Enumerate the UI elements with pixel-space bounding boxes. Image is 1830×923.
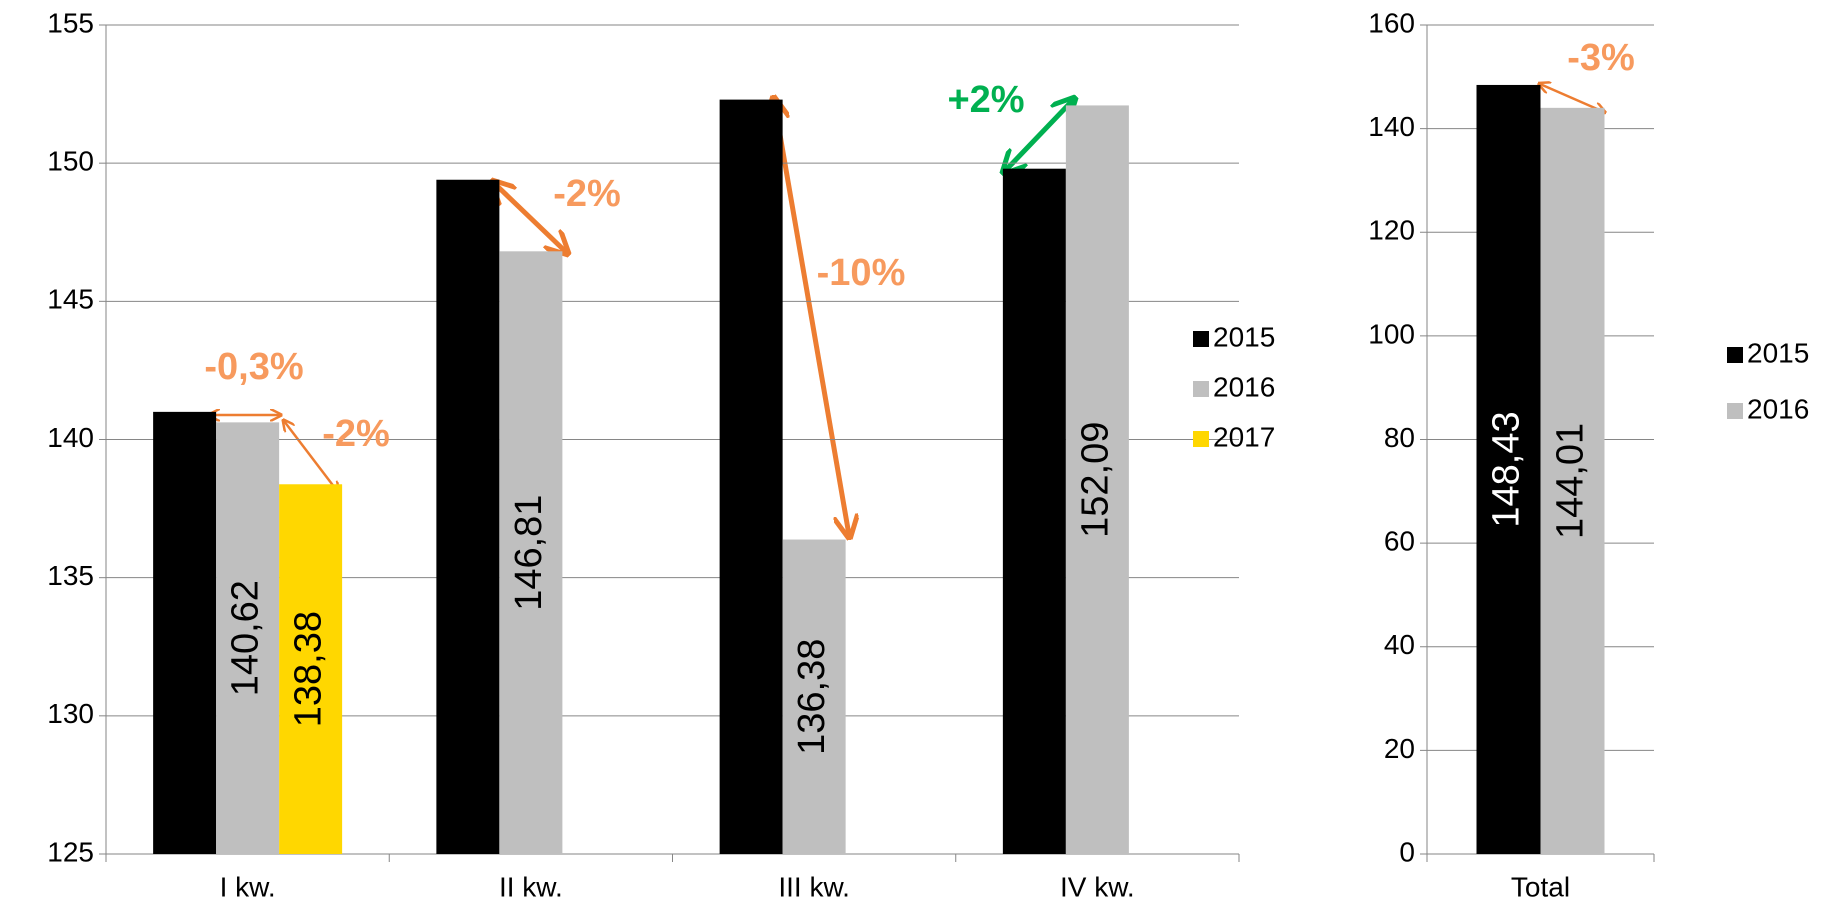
y-tick-label: 135 xyxy=(47,560,94,591)
value-label: 146,81 xyxy=(508,495,550,611)
y-tick-label: 120 xyxy=(1368,215,1415,246)
value-label: 136,38 xyxy=(791,639,833,755)
bar xyxy=(1065,105,1129,854)
value-label: 144,01 xyxy=(1550,423,1592,539)
legend-swatch xyxy=(1727,403,1743,419)
arrow xyxy=(774,100,849,535)
y-tick-label: 0 xyxy=(1399,836,1415,867)
legend-swatch xyxy=(1727,347,1743,363)
legend-label: 2016 xyxy=(1747,393,1809,424)
bar xyxy=(782,539,846,854)
y-tick-label: 155 xyxy=(47,7,94,38)
value-label: 152,09 xyxy=(1074,422,1116,538)
annotation: -2% xyxy=(322,413,390,455)
y-tick-label: 140 xyxy=(1368,111,1415,142)
y-tick-label: 130 xyxy=(47,698,94,729)
bar xyxy=(719,99,783,855)
bar xyxy=(499,251,563,854)
bar xyxy=(436,179,500,854)
legend-swatch xyxy=(1193,331,1209,347)
annotation: -3% xyxy=(1567,37,1635,79)
annotation: -2% xyxy=(553,173,621,215)
value-label: 148,43 xyxy=(1486,411,1528,527)
annotation: -10% xyxy=(817,252,906,294)
bar xyxy=(279,484,343,854)
x-tick-label: II kw. xyxy=(499,871,563,902)
y-tick-label: 160 xyxy=(1368,7,1415,38)
y-tick-label: 125 xyxy=(47,836,94,867)
legend-swatch xyxy=(1193,381,1209,397)
y-tick-label: 40 xyxy=(1384,629,1415,660)
arrow xyxy=(284,421,338,492)
arrow xyxy=(1005,100,1073,171)
bar xyxy=(1476,84,1541,854)
legend-label: 2015 xyxy=(1747,337,1809,368)
annotation: +2% xyxy=(947,79,1024,121)
arrow xyxy=(1540,84,1604,112)
x-tick-label: IV kw. xyxy=(1060,871,1135,902)
x-tick-label: III kw. xyxy=(778,871,850,902)
value-label: 138,38 xyxy=(288,611,330,727)
legend-swatch xyxy=(1193,431,1209,447)
annotation: -0,3% xyxy=(204,346,303,388)
y-tick-label: 100 xyxy=(1368,318,1415,349)
bar xyxy=(153,411,217,854)
x-tick-label: Total xyxy=(1511,871,1570,902)
bar xyxy=(1002,168,1066,854)
y-tick-label: 140 xyxy=(47,422,94,453)
legend-label: 2017 xyxy=(1213,421,1275,452)
arrows xyxy=(210,84,1604,535)
y-tick-label: 150 xyxy=(47,146,94,177)
legend-label: 2015 xyxy=(1213,321,1275,352)
y-tick-label: 80 xyxy=(1384,422,1415,453)
x-tick-label: I kw. xyxy=(220,871,276,902)
legend-label: 2016 xyxy=(1213,371,1275,402)
bar xyxy=(1540,107,1605,854)
bar xyxy=(216,422,280,854)
y-tick-label: 60 xyxy=(1384,526,1415,557)
value-label: 140,62 xyxy=(225,580,267,696)
arrow xyxy=(494,183,566,252)
y-tick-label: 145 xyxy=(47,284,94,315)
y-tick-label: 20 xyxy=(1384,733,1415,764)
